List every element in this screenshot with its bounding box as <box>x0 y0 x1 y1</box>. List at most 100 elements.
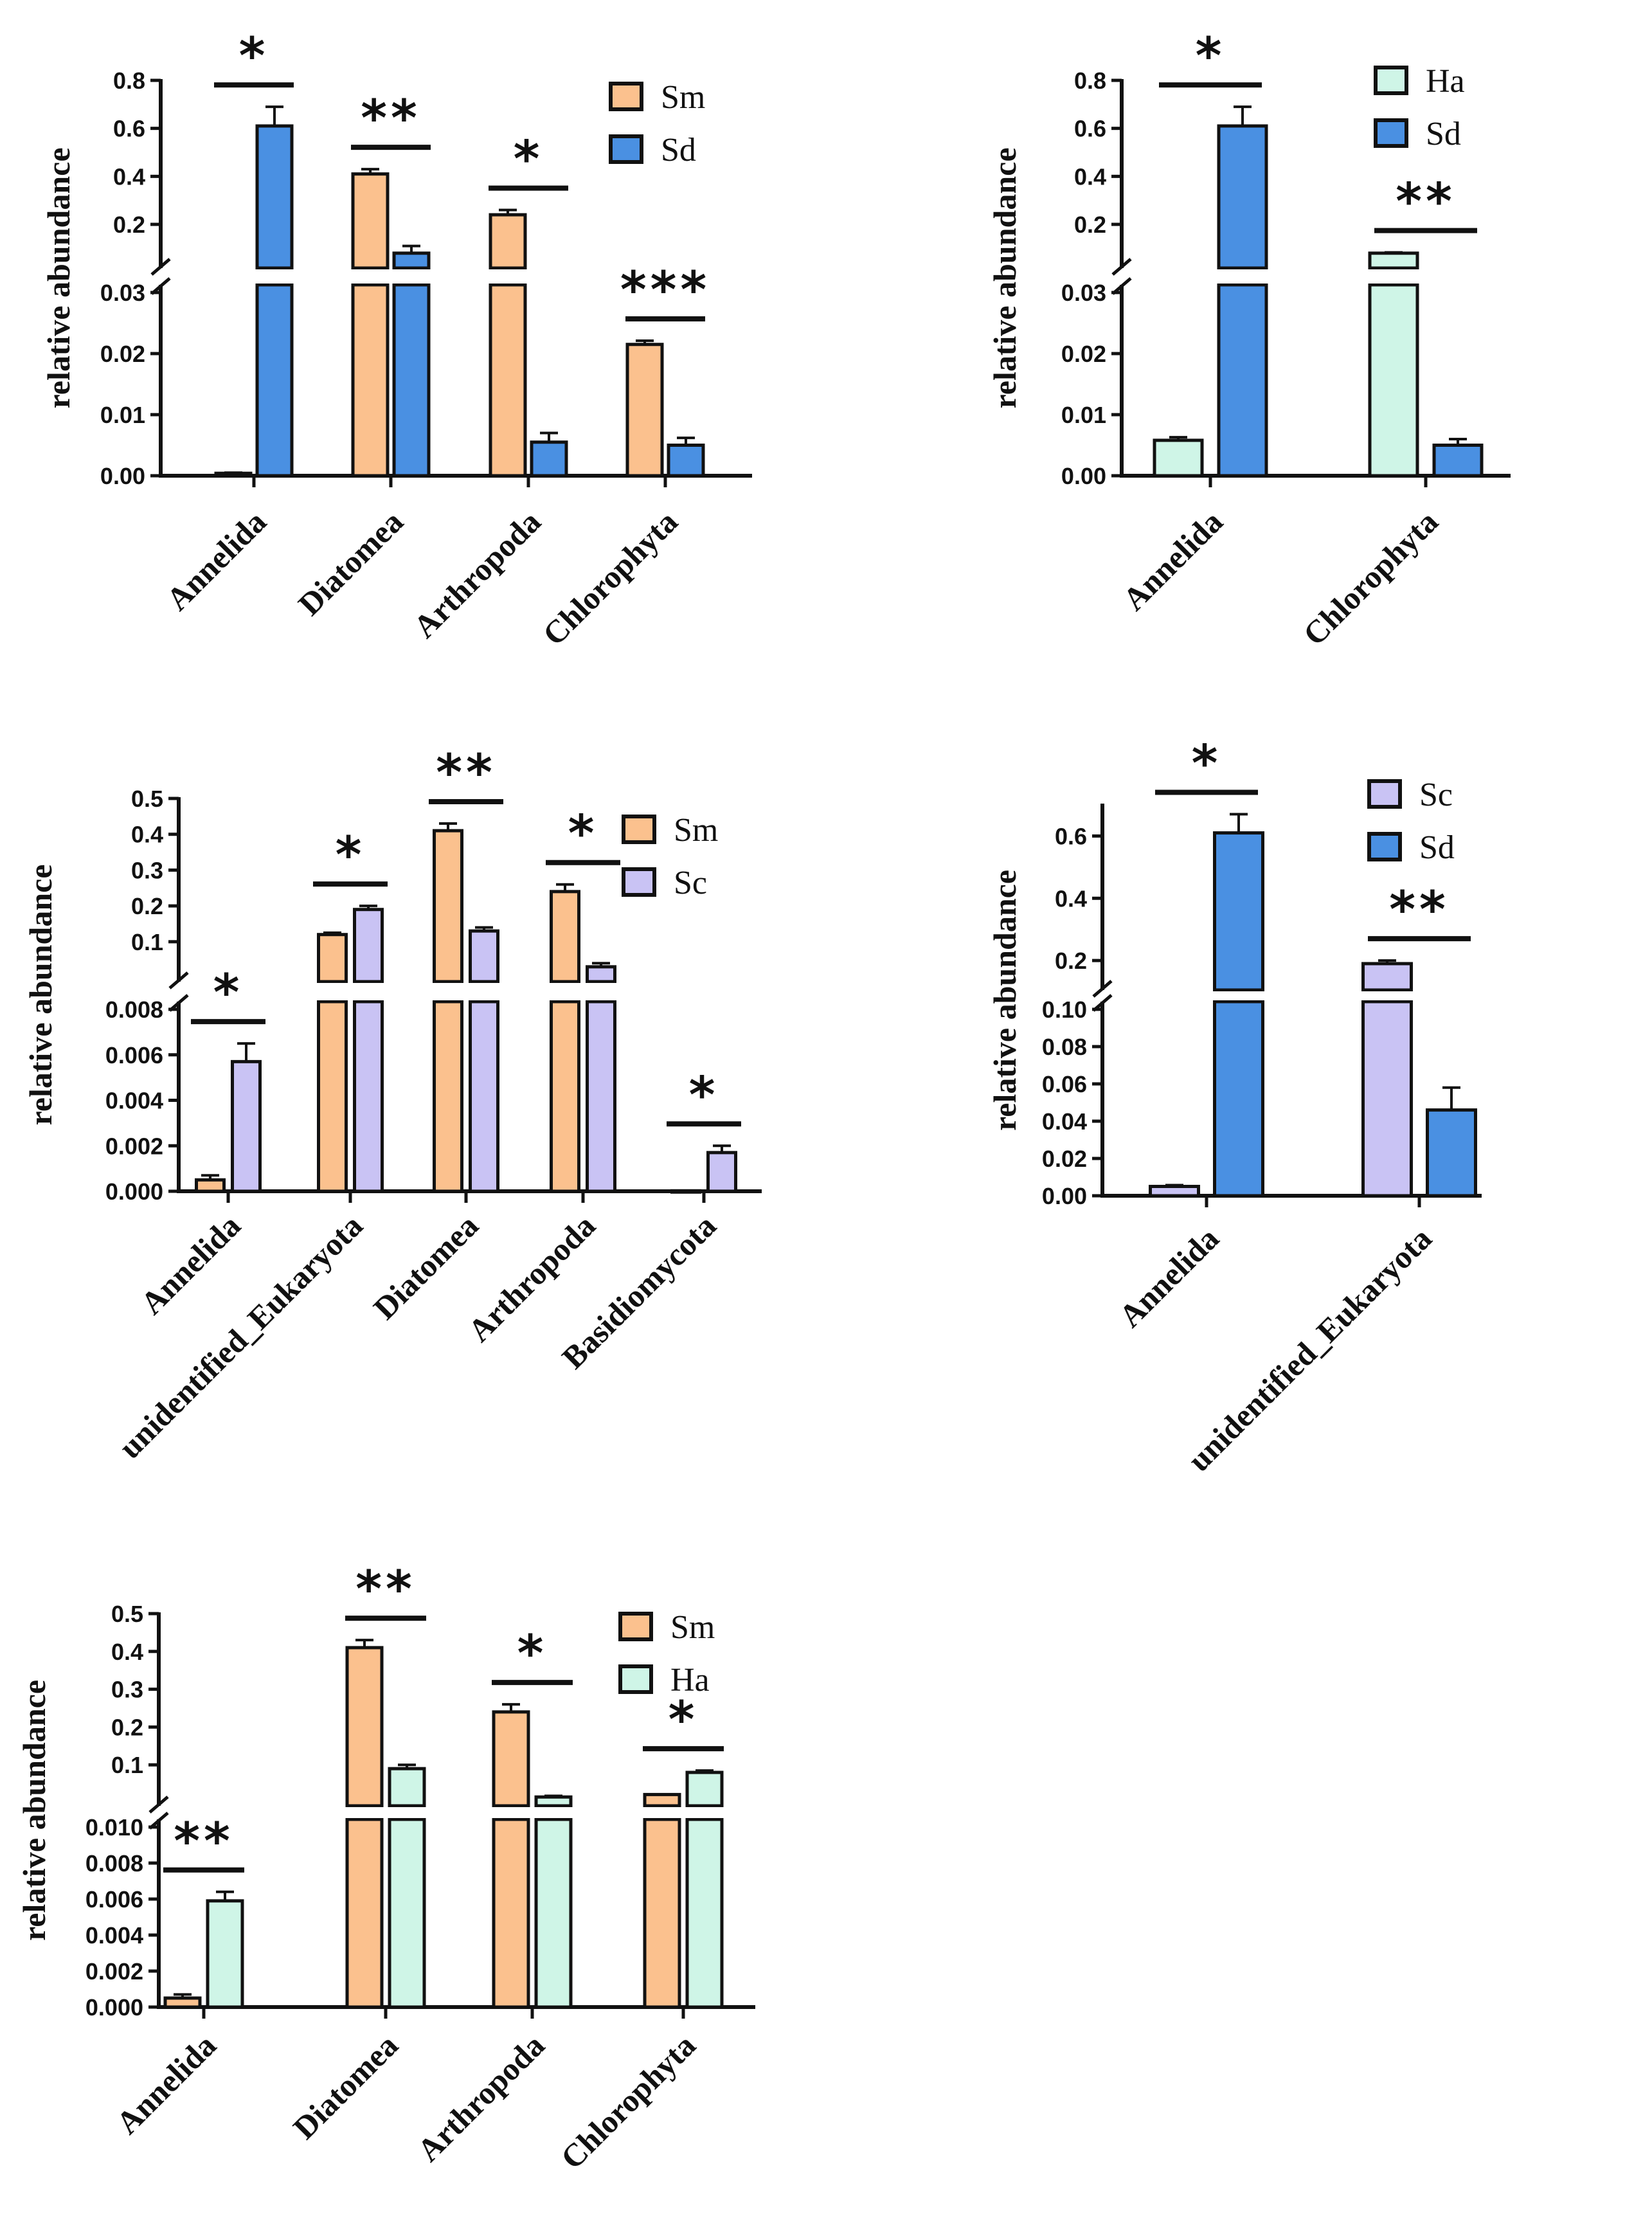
category-label: Arthropoda <box>410 2027 552 2168</box>
axis-break-gap <box>1210 991 1267 1000</box>
bar <box>206 1899 244 2009</box>
significance-stars: ** <box>174 1813 234 1871</box>
chart-panel-3: 0.000 0.002 0.004 0.006 0.008 0.1 0.2 0.3 0.4 0.5… <box>22 744 762 1465</box>
y-tick-label: 0.8 <box>1074 68 1106 94</box>
y-tick-label: 0.004 <box>105 1088 163 1114</box>
chart-panel-5: 0.000 0.002 0.004 0.006 0.008 0.010 0.1 0.2 0.3 0… <box>16 1561 755 2176</box>
significance-stars: ** <box>361 90 421 148</box>
axis-break-mark <box>1092 980 1113 998</box>
significance-stars: *** <box>620 262 710 320</box>
chart-panel-2: 0.00 0.01 0.02 0.03 0.2 0.4 0.6 0.8 relative abu… <box>987 28 1511 653</box>
bar <box>392 251 431 270</box>
bar <box>1217 283 1268 478</box>
y-tick-label: 0.4 <box>113 163 145 190</box>
bar <box>1361 1000 1413 1198</box>
bar <box>469 929 499 984</box>
axis-break-gap <box>386 1807 428 1818</box>
y-tick-label: 0.1 <box>131 929 163 955</box>
legend-label: Sm <box>661 79 705 116</box>
axis-break-mark <box>148 1796 169 1814</box>
category-label: Diatomea <box>286 2027 405 2146</box>
bar <box>353 1000 384 1193</box>
bar <box>1217 124 1268 270</box>
axis-break-gap <box>1366 269 1421 284</box>
legend-swatch <box>1374 118 1408 148</box>
significance-stars: ** <box>1389 881 1450 939</box>
y-tick-label: 0.00 <box>1061 463 1106 489</box>
bar <box>643 1792 681 1808</box>
bar <box>1153 438 1204 478</box>
legend-swatch <box>622 815 656 844</box>
y-tick-label: 0.02 <box>1042 1146 1087 1172</box>
y-tick-label: 0.5 <box>111 1601 143 1627</box>
bar <box>255 283 294 478</box>
axis-break-gap <box>350 983 386 1000</box>
axis-break-gap <box>490 1807 532 1818</box>
axis-break-gap <box>583 983 619 1000</box>
y-tick-label: 0.006 <box>105 1042 163 1068</box>
chart-panel-1: 0.00 0.01 0.02 0.03 0.2 0.4 0.6 0.8 relative abu… <box>40 28 752 653</box>
bar <box>255 124 294 270</box>
axis-break-mark <box>150 258 171 276</box>
category-label: Arthropoda <box>406 503 548 645</box>
bar <box>534 1795 573 1808</box>
axis-break-mark <box>168 971 189 989</box>
bar <box>550 1000 580 1193</box>
bar <box>685 1817 724 2009</box>
legend-swatch <box>622 867 656 897</box>
bar <box>492 1710 530 1808</box>
y-tick-label: 0.08 <box>1042 1034 1087 1060</box>
legend-label: Sd <box>1419 829 1455 866</box>
bar <box>195 1178 226 1193</box>
legend-label: Sd <box>661 132 696 168</box>
y-tick-label: 0.10 <box>1042 996 1087 1023</box>
y-tick-label: 0.3 <box>131 857 163 883</box>
legend-swatch <box>1367 832 1402 861</box>
significance-stars: * <box>517 1625 548 1683</box>
bar <box>667 444 705 478</box>
y-tick-label: 0.01 <box>1061 402 1106 428</box>
category-label: Chlorophyta <box>553 2027 702 2175</box>
axis-break-gap <box>532 1807 575 1818</box>
legend-label: Ha <box>670 1662 710 1698</box>
axis-break-gap <box>253 269 296 284</box>
bar <box>388 1817 426 2009</box>
y-tick-label: 0.6 <box>1074 116 1106 142</box>
y-tick-label: 0.3 <box>111 1677 143 1703</box>
category-label: Annelida <box>159 503 273 617</box>
axis-break-gap <box>390 269 433 284</box>
y-axis-label: relative abundance <box>22 864 58 1125</box>
bar <box>469 1000 499 1193</box>
axis-break-gap <box>1359 991 1415 1000</box>
y-tick-label: 0.008 <box>105 996 163 1023</box>
y-tick-label: 0.004 <box>85 1922 143 1949</box>
y-tick-label: 0.4 <box>131 822 163 848</box>
bar <box>706 1151 737 1193</box>
y-tick-label: 0.1 <box>111 1752 143 1778</box>
y-axis-label: relative abundance <box>987 870 1023 1131</box>
legend-swatch <box>618 1664 653 1694</box>
y-axis-label: relative abundance <box>16 1680 52 1941</box>
legend-swatch <box>1374 66 1408 95</box>
y-tick-label: 0.06 <box>1042 1071 1087 1097</box>
y-tick-label: 0.02 <box>1061 341 1106 367</box>
y-tick-label: 0.2 <box>111 1714 143 1740</box>
y-tick-label: 0.04 <box>1042 1108 1087 1135</box>
bar <box>625 343 664 478</box>
y-axis-label: relative abundance <box>40 147 76 408</box>
bar <box>353 908 384 984</box>
category-label: Chlorophyta <box>535 503 684 652</box>
bar <box>534 1817 573 2009</box>
bar <box>351 283 390 478</box>
axis-break-gap <box>349 269 391 284</box>
significance-stars: * <box>689 1067 719 1124</box>
y-tick-label: 0.02 <box>100 341 145 367</box>
bar <box>530 440 568 478</box>
y-tick-label: 0.002 <box>85 1958 143 1985</box>
category-label: Annelida <box>1112 1220 1226 1334</box>
legend-label: Sm <box>670 1609 715 1646</box>
bar <box>1432 444 1484 478</box>
y-tick-label: 0.03 <box>1061 280 1106 306</box>
legend-swatch <box>1367 779 1402 809</box>
y-tick-label: 0.010 <box>85 1814 143 1841</box>
